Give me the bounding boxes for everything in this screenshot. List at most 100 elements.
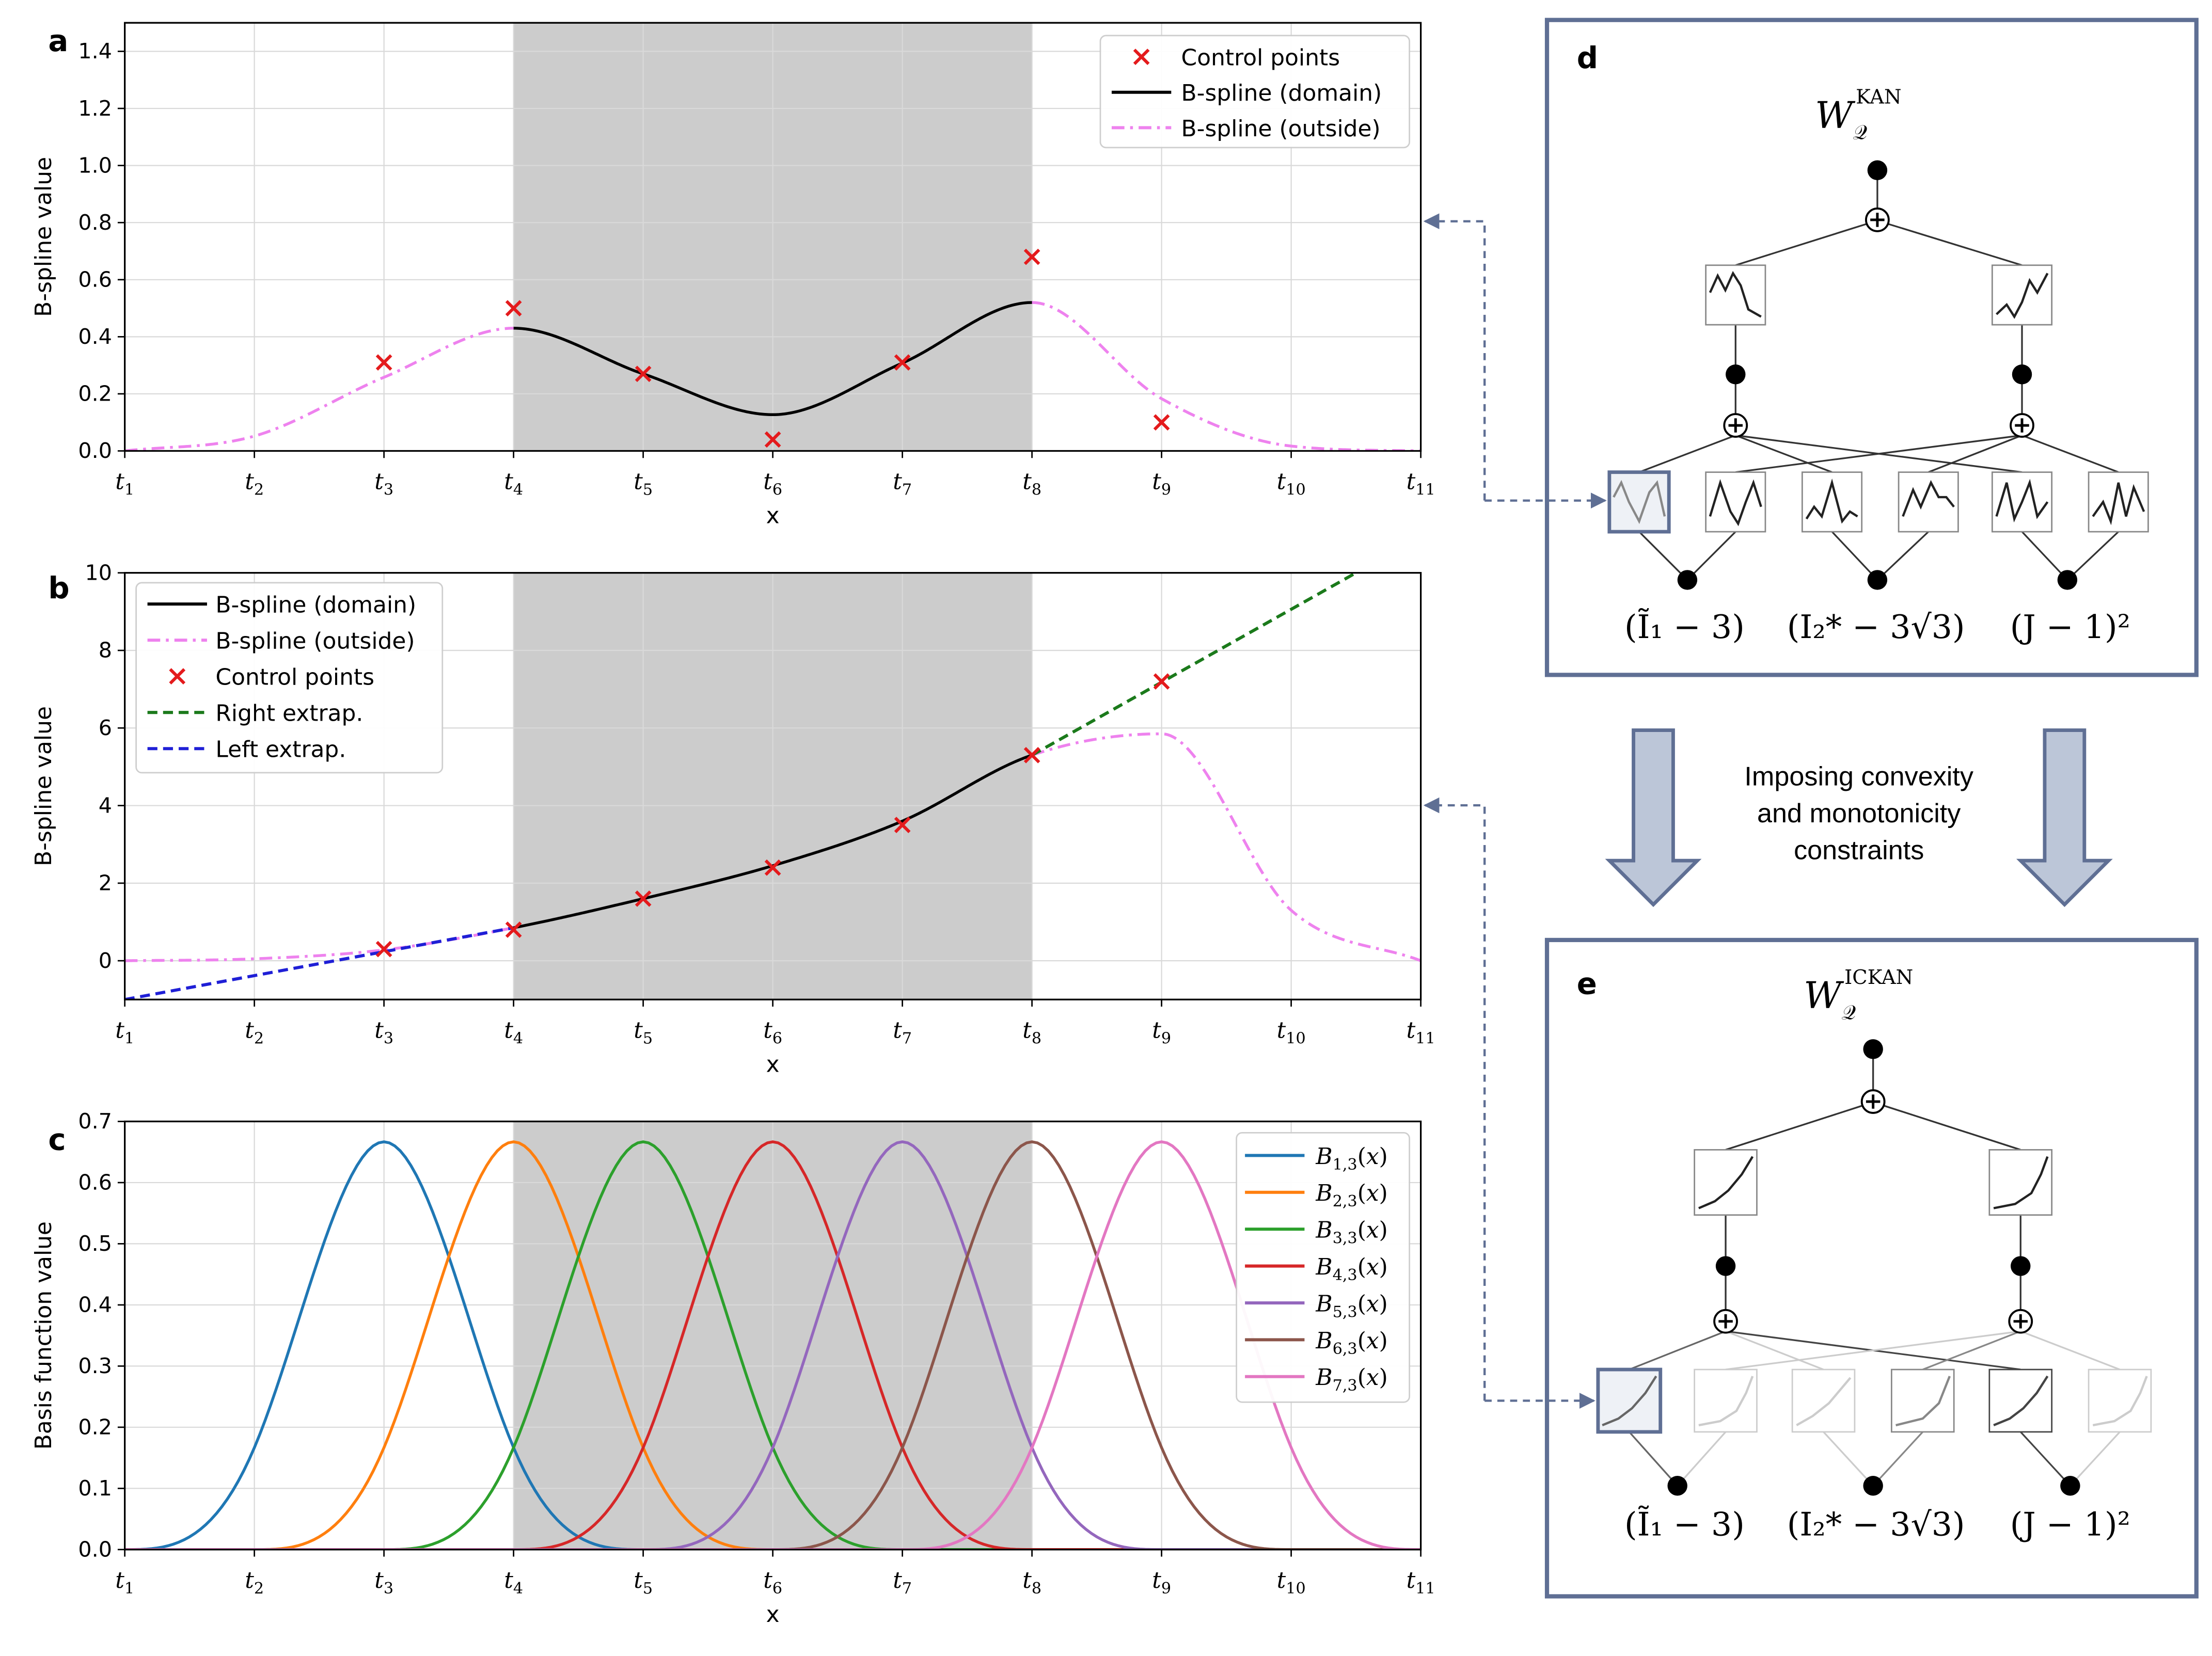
legend: B1,3(x) B2,3(x) B3,3(x) B4,3(x) B5,3(x) B6,3(…: [1236, 1132, 1411, 1403]
y-tick-label: 0.4: [78, 1293, 112, 1317]
legend-box: [1236, 1132, 1411, 1403]
activation-curve: [1902, 480, 1955, 517]
activation-curve: [1895, 1376, 1951, 1427]
edge: [2066, 531, 2119, 581]
y-tick-label: 8: [99, 638, 112, 663]
y-tick-label: 6: [99, 715, 112, 740]
x-tick-label: t8: [1022, 469, 1041, 499]
x-tick-label: t4: [504, 1567, 523, 1598]
y-tick-label: 0.5: [78, 1231, 112, 1256]
input-label-e-3: (J − 1)²: [2010, 1505, 2130, 1543]
x-tick-label: t8: [1022, 1567, 1041, 1598]
legend-marker: [169, 668, 186, 685]
neuron-node: [2060, 1475, 2080, 1496]
activation-box: [1791, 1368, 1856, 1433]
x-tick-label: t1: [115, 469, 134, 499]
edge: [1872, 1431, 1923, 1487]
constraint-text-line-3: constraints: [1794, 835, 1924, 865]
control-point-stroke: [894, 817, 911, 834]
basis-curve-4: [124, 1140, 1421, 1550]
activation-box: [1991, 471, 2053, 533]
legend-box: [135, 582, 444, 774]
y-tick-label: 0.2: [78, 381, 112, 406]
control-point-stroke: [764, 859, 781, 876]
x-tick-label: t1: [115, 1017, 134, 1047]
activation-curve: [2092, 1376, 2148, 1427]
legend-marker: [1133, 49, 1150, 65]
activation-box: [1991, 264, 2053, 326]
x-tick-label: t9: [1152, 469, 1171, 499]
activation-curve: [1709, 270, 1762, 318]
edge: [1928, 434, 2023, 473]
edge: [2069, 1431, 2121, 1487]
y-tick-label: 0.6: [78, 267, 112, 292]
legend-label: B5,3(x): [1315, 1291, 1387, 1321]
neuron-node: [1715, 1256, 1736, 1276]
basis-curve-6: [124, 1140, 1421, 1550]
panel-label-b: b: [48, 570, 69, 606]
legend-label: B-spline (domain): [215, 592, 416, 618]
control-point-marker: [1023, 747, 1040, 763]
y-axis-label: Basis function value: [30, 1221, 57, 1450]
edge: [1876, 531, 1929, 581]
control-point-stroke: [505, 300, 522, 316]
input-label-d-1: (Ĩ₁ − 3): [1624, 608, 1745, 646]
control-point-stroke: [1153, 673, 1170, 690]
y-tick-label: 1.2: [78, 96, 112, 121]
x-tick-label: t3: [374, 1567, 393, 1598]
control-point-stroke: [1153, 414, 1170, 431]
control-point-marker: [505, 300, 522, 316]
control-point-marker: [635, 365, 652, 383]
activation-curve: [1796, 1377, 1852, 1426]
y-tick-label: 0.8: [78, 210, 112, 235]
series-layer: [124, 1140, 1421, 1550]
activation-box: [1988, 1149, 2053, 1216]
x-tick-label: t6: [763, 469, 782, 499]
control-point-stroke: [505, 921, 522, 938]
panel-d-border: [1544, 18, 2199, 677]
activation-curve: [1993, 1375, 2049, 1426]
legend-label: B-spline (domain): [1181, 80, 1382, 106]
activation-box: [1694, 1149, 1758, 1216]
control-point-stroke: [375, 354, 392, 371]
activation-box: [1705, 264, 1766, 326]
panel-label-a: a: [48, 23, 68, 58]
grid-lines: [124, 1121, 1421, 1550]
x-tick-label: t4: [504, 1017, 523, 1047]
input-label-d-3: (J − 1)²: [2010, 608, 2130, 646]
edge: [1735, 434, 1832, 473]
axes-frame: [124, 22, 1422, 452]
x-tick-label: t10: [1277, 469, 1306, 499]
edge: [1735, 434, 2023, 473]
plot-area-a: t1 t2 t3 t4 t5 t6 t7 t8 t9 t10 t11 0.0 0.2 0.4 0.6 0.8 1…: [30, 22, 1435, 529]
edge: [1629, 1431, 1678, 1487]
edge: [2020, 1431, 2071, 1487]
y-tick-label: 2: [99, 871, 112, 896]
activation-box: [1890, 1368, 1955, 1433]
y-tick-label: 0.0: [78, 1537, 112, 1562]
edge: [1638, 531, 1688, 581]
neuron-node: [2011, 1256, 2031, 1276]
legend-label: B3,3(x): [1315, 1217, 1387, 1248]
control-point-stroke: [764, 431, 781, 448]
x-tick-label: t5: [634, 469, 653, 499]
control-point-marker: [505, 921, 522, 938]
edge: [1922, 1330, 2021, 1371]
edge: [2021, 434, 2119, 473]
control-point-stroke: [894, 354, 911, 371]
y-tick-label: 0.7: [78, 1109, 112, 1134]
x-tick-label: t4: [504, 469, 523, 499]
ickan-diagram-e: e W𝒬ICKAN (Ĩ₁ − 3) (I₂* − 3√3) (J − 1)²: [1544, 937, 2199, 1599]
legend-label: B4,3(x): [1315, 1254, 1387, 1284]
activation-curve: [1996, 273, 2049, 319]
constraint-text-line-2: and monotonicity: [1757, 799, 1961, 829]
neuron-node: [1867, 160, 1888, 181]
x-tick-label: t7: [893, 1017, 912, 1047]
y-tick-label: 1.0: [78, 153, 112, 178]
x-tick-label: t9: [1152, 1017, 1171, 1047]
edge: [1831, 531, 1878, 581]
legend-label: Control points: [215, 664, 374, 691]
control-point-marker: [635, 890, 652, 907]
activation-box: [2088, 471, 2149, 533]
chart-panel-b: b t1 t2 t3 t4 t5 t6 t7 t8 t9 t10 t11 0 2 4 6 8 10 x B-spli…: [30, 560, 1435, 1077]
